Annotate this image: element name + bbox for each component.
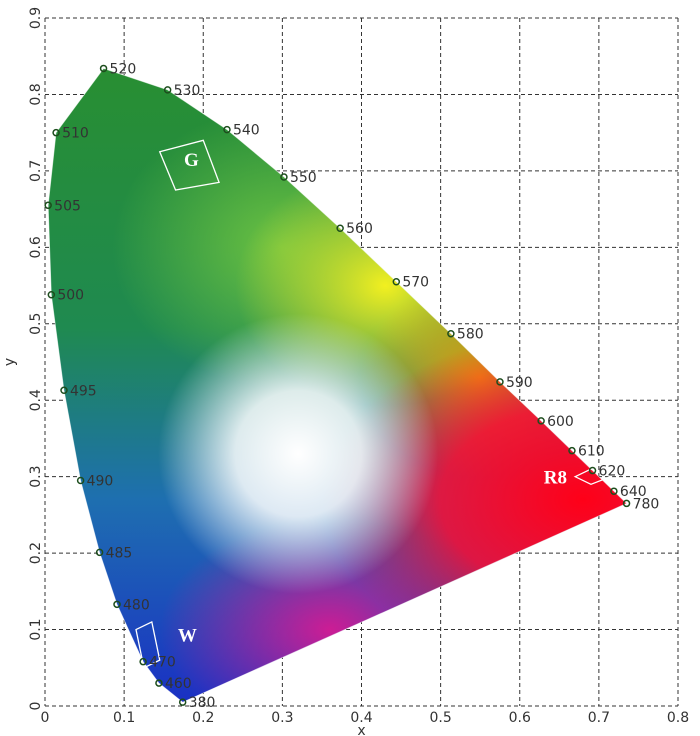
y-tick-label: 0.6 [28, 236, 44, 258]
annotation: R8 [544, 467, 567, 488]
point-label: 570 [402, 275, 429, 291]
x-tick-label: 0.7 [588, 710, 610, 726]
spectral-point [622, 499, 631, 508]
x-tick-label: 0.1 [113, 710, 135, 726]
spectral-point [47, 290, 56, 299]
white-glow [158, 313, 439, 594]
annotation: G [184, 150, 199, 171]
y-tick-label: 0.5 [28, 313, 44, 335]
y-tick-label: 0.4 [28, 389, 44, 411]
spectral-point [60, 386, 68, 395]
point-label: 550 [290, 170, 317, 186]
x-tick-label: 0.3 [271, 710, 293, 726]
point-label: 640 [620, 484, 647, 500]
point-label: 780 [633, 496, 660, 512]
spectral-point [155, 679, 163, 687]
point-label: 560 [346, 221, 373, 237]
point-label: 500 [57, 288, 84, 304]
spectral-point [336, 224, 344, 232]
spectral-point [568, 446, 576, 455]
y-tick-label: 0.3 [28, 466, 44, 488]
x-tick-label: 0.2 [192, 710, 214, 726]
spectral-point [76, 476, 85, 485]
point-label: 600 [547, 414, 574, 430]
spectral-point [447, 329, 455, 338]
x-tick-label: 0 [41, 710, 50, 726]
spectral-point [392, 277, 401, 286]
point-label: 620 [599, 464, 626, 480]
annotation-shape [158, 139, 220, 191]
spectral-point [610, 487, 618, 495]
y-tick-label: 0.8 [28, 83, 44, 105]
spectral-point [95, 548, 104, 557]
y-tick-label: 0 [28, 702, 44, 711]
x-tick-label: 0.4 [350, 710, 372, 726]
locus-outline [47, 67, 628, 703]
point-label: 520 [110, 61, 137, 77]
spectral-point [537, 417, 545, 425]
annotation: W [178, 626, 197, 647]
annotation-shape [135, 620, 161, 669]
point-label: 460 [165, 676, 192, 692]
plot: 0 0.1 0.2 0.3 0.4 0.5 0.6 0.7 0.8 0 0.1 0.2 0.3 0.4 0.… [2, 7, 689, 736]
point-label: 470 [149, 655, 176, 671]
point-label: 485 [106, 545, 133, 561]
gamut-fill [48, 68, 627, 703]
y-tick-label: 0.2 [28, 542, 44, 564]
x-tick-label: 0.5 [429, 710, 451, 726]
annotation-shape [573, 468, 613, 486]
spectral-point [52, 128, 60, 137]
x-tick-label: 0.6 [509, 710, 531, 726]
spectral-point [99, 64, 108, 73]
x-tick-label: 0.8 [667, 710, 689, 726]
x-axis-label: x [357, 723, 365, 736]
spectral-point [280, 173, 288, 181]
y-tick-label: 0.7 [28, 160, 44, 182]
point-label: 590 [506, 375, 533, 391]
point-label: 480 [123, 597, 150, 613]
spectral-point [44, 201, 52, 210]
spectral-point [139, 657, 147, 666]
point-label: 540 [233, 123, 260, 139]
point-label: 505 [54, 198, 81, 214]
point-label: 510 [62, 126, 89, 142]
point-label: 380 [189, 695, 216, 711]
spectral-point [496, 378, 504, 386]
spectral-point [163, 86, 172, 94]
y-tick-label: 0.9 [28, 7, 44, 29]
spectral-point [223, 125, 231, 134]
point-label: 610 [578, 444, 605, 460]
point-label: 495 [70, 383, 97, 399]
point-label: 580 [457, 327, 484, 343]
spectral-point [178, 698, 187, 706]
spectral-point [588, 466, 597, 475]
y-tick-label: 0.1 [28, 618, 44, 640]
point-label: 490 [87, 473, 114, 489]
point-label: 530 [174, 83, 201, 99]
spectral-point [113, 600, 121, 609]
y-axis-label: y [2, 358, 18, 366]
